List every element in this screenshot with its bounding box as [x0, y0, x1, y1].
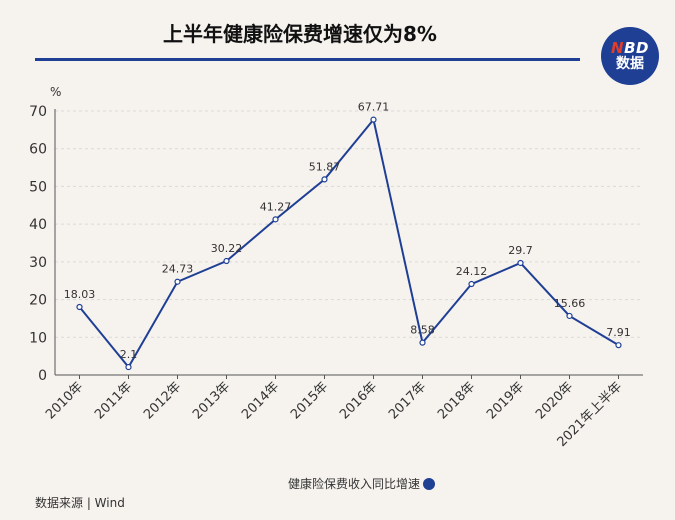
logo-data-text: 数据 — [616, 55, 644, 72]
x-tick-label: 2011年 — [92, 379, 135, 422]
data-point — [370, 116, 377, 123]
x-tick-label: 2017年 — [386, 379, 429, 422]
data-label: 30.22 — [211, 242, 243, 255]
x-tick-label: 2013年 — [190, 379, 233, 422]
data-point — [615, 342, 622, 349]
y-tick-label: 60 — [29, 142, 47, 158]
logo-nbd-text: NBD — [611, 38, 649, 57]
y-tick-label: 0 — [38, 368, 47, 384]
source-note: 数据来源 | Wind — [35, 496, 125, 510]
y-tick-label: 70 — [29, 104, 47, 120]
nbd-logo: NBD 数据 — [601, 27, 659, 85]
x-tick-label: 2014年 — [239, 379, 282, 422]
y-tick-label: 20 — [29, 293, 47, 309]
y-tick-label: 40 — [29, 217, 47, 233]
data-label: 15.66 — [554, 297, 586, 310]
data-label: 29.7 — [508, 244, 533, 257]
y-tick-label: 50 — [29, 179, 47, 195]
data-point — [566, 312, 573, 320]
data-point — [174, 278, 181, 285]
data-point — [419, 339, 426, 346]
legend-marker — [423, 478, 435, 490]
chart-title: 上半年健康险保费增速仅为8% — [163, 22, 437, 46]
data-label: 18.03 — [64, 288, 96, 301]
data-label: 7.91 — [606, 326, 631, 339]
data-label: 67.71 — [358, 101, 390, 114]
y-axis-unit-label: % — [50, 85, 61, 99]
data-label: 41.27 — [260, 200, 292, 213]
data-point — [125, 363, 132, 371]
x-tick-label: 2020年 — [533, 379, 576, 422]
data-label: 2.1 — [120, 348, 138, 361]
data-label: 51.87 — [309, 160, 341, 173]
data-point — [468, 280, 475, 288]
data-label: 24.12 — [456, 265, 488, 278]
title-divider — [35, 58, 580, 61]
data-point — [76, 303, 83, 311]
x-tick-label: 2018年 — [435, 379, 478, 422]
data-label: 8.58 — [410, 324, 435, 337]
data-point — [321, 176, 328, 183]
data-point — [272, 216, 279, 223]
x-tick-label: 2010年 — [43, 379, 86, 422]
data-label: 24.73 — [162, 263, 194, 276]
x-tick-label: 2012年 — [141, 379, 184, 422]
data-point — [223, 257, 230, 265]
series-line — [78, 117, 620, 369]
y-tick-label: 30 — [29, 255, 47, 271]
y-tick-label: 10 — [29, 330, 47, 346]
x-tick-label: 2015年 — [288, 379, 331, 422]
x-tick-label: 2016年 — [337, 379, 380, 422]
data-point — [517, 259, 524, 267]
x-tick-label: 2019年 — [484, 379, 527, 422]
legend-label: 健康险保费收入同比增速 — [288, 476, 420, 491]
